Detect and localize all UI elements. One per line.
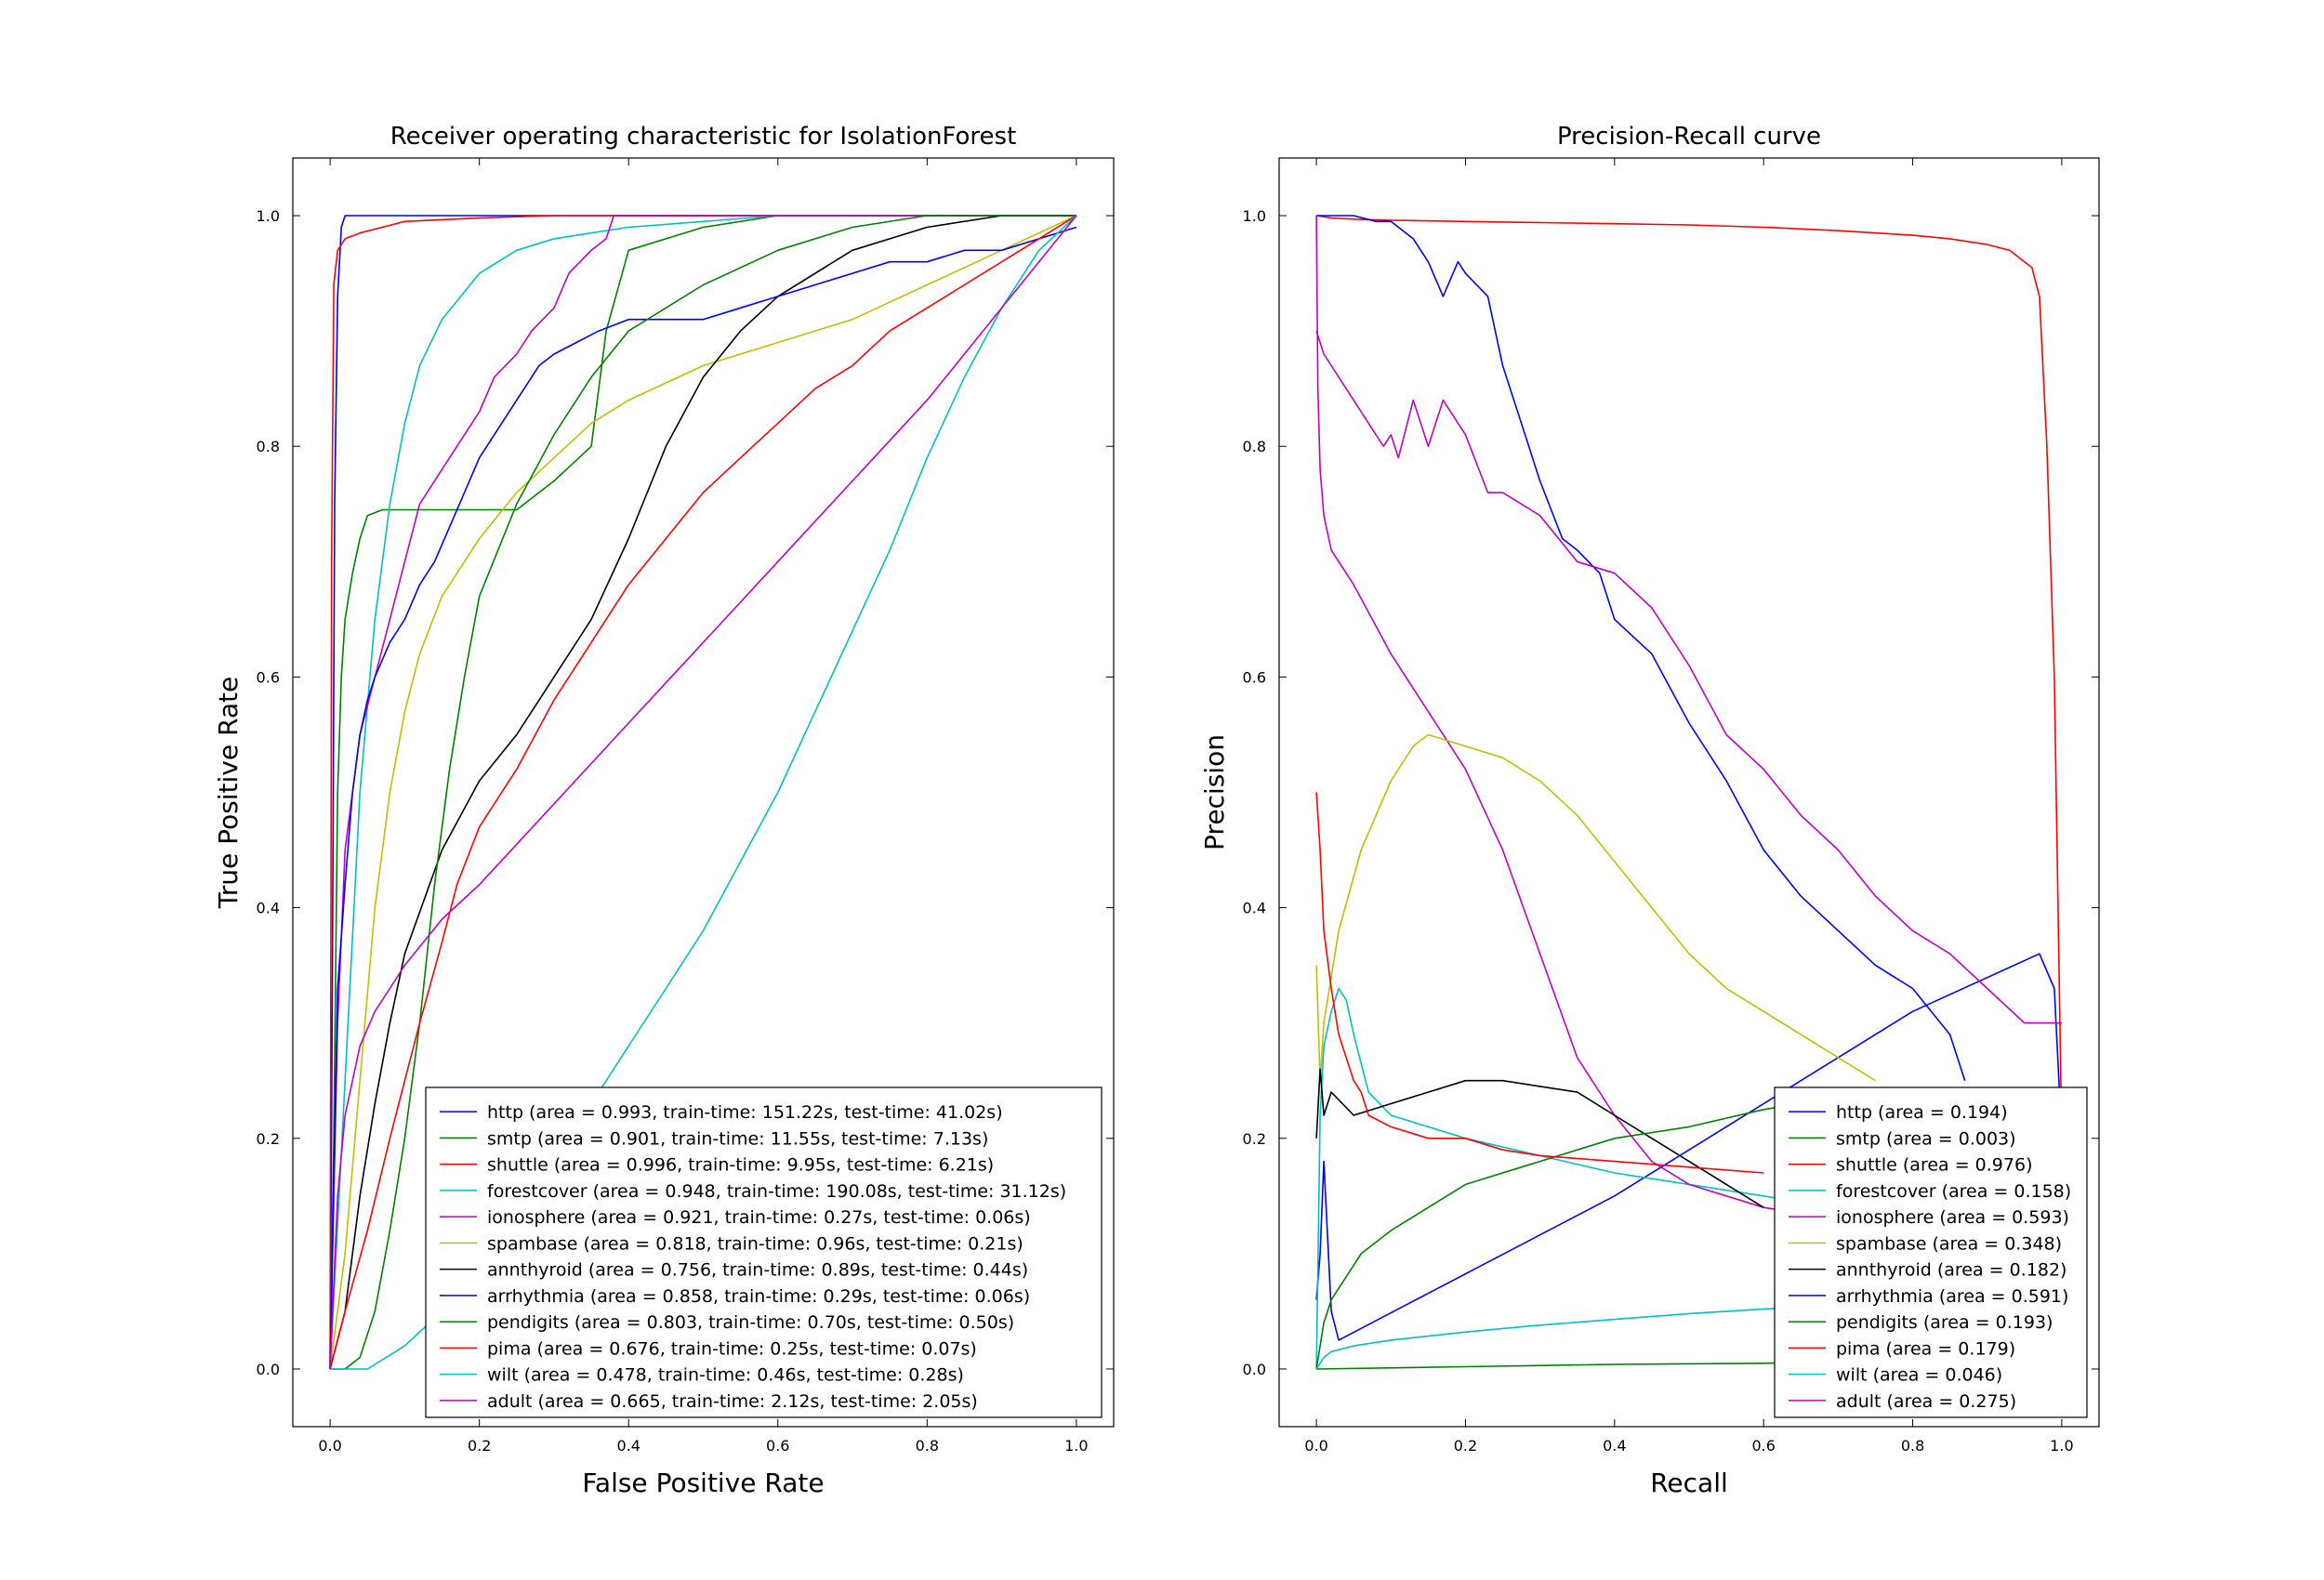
legend-entry: spambase (area = 0.348) (1836, 1233, 2062, 1254)
x-tick-label: 1.0 (2050, 1437, 2073, 1455)
chart-title: Precision-Recall curve (1557, 123, 1821, 151)
axes-frame (1278, 157, 2100, 1428)
x-tick-label: 0.2 (468, 1437, 491, 1455)
y-tick-label: 0.4 (1243, 900, 1266, 917)
x-tick-label: 0.6 (766, 1437, 789, 1455)
legend-entry: arrhythmia (area = 0.591) (1836, 1286, 2068, 1307)
series-line-0 (329, 215, 1076, 1370)
series-line-9 (1315, 792, 1764, 1174)
legend-box (425, 1086, 1103, 1418)
legend-entry: smtp (area = 0.901, train-time: 11.55s, … (487, 1128, 988, 1149)
series-line-6 (1315, 1068, 1764, 1208)
series-line-6 (329, 215, 1076, 1370)
axes-frame (292, 157, 1115, 1428)
y-tick-label: 0.4 (257, 900, 280, 917)
series-line-5 (329, 215, 1077, 1370)
legend-entry: annthyroid (area = 0.182) (1836, 1260, 2067, 1281)
x-tick-label: 0.6 (1751, 1437, 1775, 1455)
legend-entry: spambase (area = 0.818, train-time: 0.96… (487, 1233, 1023, 1254)
y-tick-label: 0.2 (1243, 1130, 1266, 1148)
series-line-9 (329, 215, 1077, 1370)
legend-entry: http (area = 0.194) (1836, 1102, 2008, 1123)
y-tick-label: 0.6 (1243, 668, 1266, 686)
x-tick-label: 1.0 (1064, 1437, 1088, 1455)
legend-entry: pima (area = 0.676, train-time: 0.25s, t… (487, 1338, 977, 1359)
legend-entry: pendigits (area = 0.193) (1836, 1312, 2053, 1333)
y-tick-label: 0.8 (257, 438, 280, 455)
y-axis-label: Precision (1199, 734, 1230, 850)
series-line-8 (1315, 1102, 1802, 1370)
chart-panel-1: Receiver operating characteristic for Is… (213, 123, 1115, 1498)
series-line-4 (329, 215, 1076, 1370)
legend-entry: annthyroid (area = 0.756, train-time: 0.… (487, 1260, 1028, 1281)
series-line-11 (1315, 330, 2062, 1024)
x-tick-label: 0.8 (1901, 1437, 1924, 1455)
legend-entry: shuttle (area = 0.976) (1836, 1155, 2032, 1176)
y-tick-label: 1.0 (257, 207, 280, 225)
series-line-0 (1315, 953, 2063, 1341)
series-line-7 (1316, 215, 1966, 1081)
series-lines (1315, 215, 2063, 1370)
legend-entry: smtp (area = 0.003) (1836, 1128, 2016, 1149)
legend-entry: adult (area = 0.275) (1836, 1391, 2016, 1412)
legend: http (area = 0.194) smtp (area = 0.003) sh… (1774, 1086, 2088, 1418)
legend-entry: ionosphere (area = 0.921, train-time: 0.… (487, 1207, 1031, 1228)
series-line-5 (1315, 733, 1876, 1082)
series-line-3 (1315, 987, 1913, 1370)
series-line-7 (329, 226, 1077, 1370)
x-tick-label: 0.4 (617, 1437, 640, 1455)
x-tick-label: 0.0 (318, 1437, 341, 1455)
legend-entry: forestcover (area = 0.948, train-time: 1… (487, 1181, 1066, 1202)
legend-entry: wilt (area = 0.046) (1836, 1365, 2002, 1386)
y-tick-label: 0.0 (257, 1361, 280, 1378)
legend-entry: arrhythmia (area = 0.858, train-time: 0.… (487, 1286, 1030, 1307)
y-tick-label: 0.2 (257, 1130, 280, 1148)
chart-title: Receiver operating characteristic for Is… (390, 123, 1017, 151)
x-axis-label: False Positive Rate (582, 1468, 824, 1498)
y-tick-label: 1.0 (1243, 207, 1266, 225)
legend-entry: ionosphere (area = 0.593) (1836, 1207, 2069, 1228)
legend-entry: http (area = 0.993, train-time: 151.22s,… (487, 1102, 1003, 1123)
series-line-4 (1315, 215, 1913, 1231)
legend-entry: pima (area = 0.179) (1836, 1338, 2015, 1359)
series-line-8 (330, 215, 1076, 1370)
y-tick-label: 0.8 (1243, 438, 1266, 455)
x-axis-label: Recall (1650, 1468, 1728, 1498)
legend-entry: wilt (area = 0.478, train-time: 0.46s, t… (487, 1365, 964, 1386)
chart-panel-2: Precision-Recall curve Recall Precision 0.0… (1199, 123, 2100, 1498)
legend-entry: adult (area = 0.665, train-time: 2.12s, … (487, 1391, 978, 1412)
legend-entry: forestcover (area = 0.158) (1836, 1181, 2071, 1202)
legend-entry: shuttle (area = 0.996, train-time: 9.95s… (487, 1155, 994, 1176)
y-tick-label: 0.0 (1243, 1361, 1266, 1378)
y-axis-label: True Positive Rate (213, 677, 244, 909)
series-lines (329, 215, 1077, 1370)
y-tick-label: 0.6 (257, 668, 280, 686)
legend: http (area = 0.993, train-time: 151.22s,… (425, 1086, 1103, 1418)
legend-entry: pendigits (area = 0.803, train-time: 0.7… (487, 1312, 1014, 1333)
x-tick-label: 0.2 (1454, 1437, 1477, 1455)
x-tick-label: 0.8 (916, 1437, 939, 1455)
series-line-11 (329, 215, 1077, 1370)
series-line-10 (1315, 1304, 1839, 1370)
series-line-2 (1315, 215, 2063, 1139)
legend-box (1774, 1086, 2088, 1418)
x-tick-label: 0.4 (1603, 1437, 1626, 1455)
x-tick-label: 0.0 (1304, 1437, 1327, 1455)
